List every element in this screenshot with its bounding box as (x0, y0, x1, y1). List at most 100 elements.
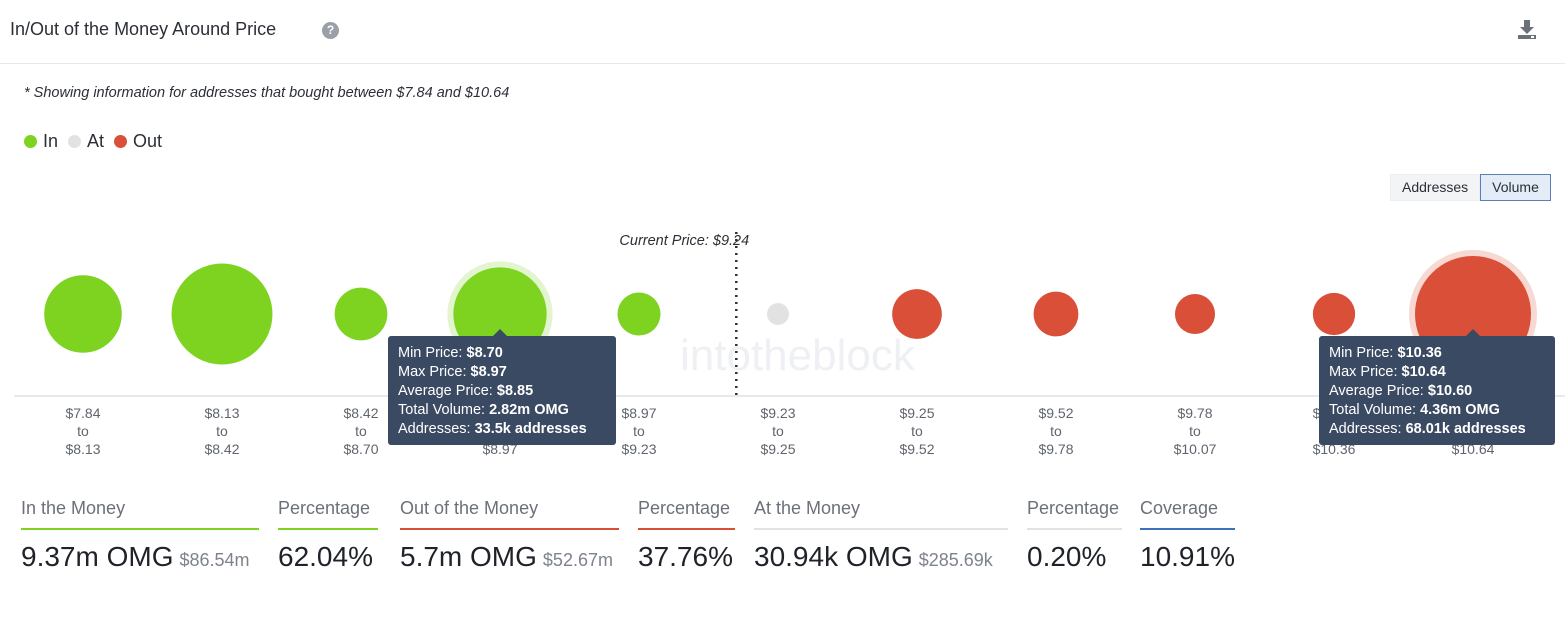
stat-label: At the Money (754, 498, 861, 518)
metric-toggle: Addresses Volume (1390, 174, 1551, 201)
tooltip-row-max: Max Price: $10.64 (1329, 364, 1446, 380)
tooltip-row-max: Max Price: $8.97 (398, 364, 507, 380)
stat-sub: $52.67m (542, 550, 613, 570)
tick-label-to: $10.07 (1174, 441, 1217, 457)
stat-rule (278, 528, 378, 530)
tooltip-row-avg: Average Price: $10.60 (1329, 383, 1473, 399)
tooltip-arrow (1466, 329, 1480, 336)
stat-rule (638, 528, 735, 530)
stat-in-the-money: In the Money 9.37m OMG $86.54m (21, 498, 259, 573)
tick-label-to: $9.23 (621, 441, 656, 457)
summary-stats: In the Money 9.37m OMG $86.54m Percentage… (0, 498, 1565, 588)
tick-label-from: $9.23 (760, 405, 795, 421)
bubble-tooltip: Min Price: $8.70 Max Price: $8.97 Averag… (388, 329, 616, 445)
tick-label-to-word: to (355, 423, 367, 439)
tick-label-to: $9.78 (1038, 441, 1073, 457)
tick-label-to: $9.52 (899, 441, 934, 457)
stat-label: Out of the Money (400, 498, 539, 518)
bubble-in[interactable] (171, 263, 273, 365)
stat-label: Coverage (1140, 498, 1219, 518)
legend-label-out: Out (133, 130, 163, 151)
stat-value: 10.91% (1140, 541, 1235, 572)
legend-item-out[interactable]: Out (114, 131, 162, 152)
chart-legend: In At Out (24, 130, 172, 152)
tick-label-from: $9.52 (1038, 405, 1073, 421)
tick-label-to: $8.97 (482, 441, 517, 457)
bubble-out[interactable] (892, 289, 942, 339)
stat-sub: $285.69k (918, 550, 993, 570)
stat-value: 0.20% (1027, 541, 1107, 572)
tick-label-to-word: to (772, 423, 784, 439)
stat-out-of-the-money: Out of the Money 5.7m OMG $52.67m (400, 498, 619, 573)
stat-rule (21, 528, 259, 530)
legend-item-in[interactable]: In (24, 131, 58, 152)
legend-dot-in (24, 134, 37, 148)
tick-label-to-word: to (216, 423, 228, 439)
watermark: intotheblock (680, 331, 916, 380)
bubble-in[interactable] (617, 292, 661, 336)
legend-label-in: In (43, 130, 59, 151)
stat-value: 62.04% (278, 541, 373, 572)
tick-label-from: $8.13 (204, 405, 239, 421)
stat-sub: $86.54m (179, 550, 250, 570)
volume-button[interactable]: Volume (1480, 174, 1551, 201)
bubble-out[interactable] (1033, 291, 1079, 337)
legend-dot-at (68, 134, 82, 148)
bubble-out[interactable] (1174, 293, 1216, 335)
bubble-out[interactable] (1312, 292, 1356, 336)
tick-label-to: $9.25 (760, 441, 795, 457)
stat-label: Percentage (278, 498, 371, 518)
tick-label-to-word: to (911, 423, 923, 439)
range-note: * Showing information for addresses that… (24, 85, 510, 101)
tick-label-to-word: to (1189, 423, 1201, 439)
tooltip-row-volume: Total Volume: 2.82m OMG (398, 402, 569, 418)
tick-label-to-word: to (1050, 423, 1062, 439)
tick-label-from: $9.25 (899, 405, 934, 421)
stat-label: Percentage (1027, 498, 1120, 518)
stat-coverage: Coverage 10.91% (1140, 498, 1235, 573)
tick-label-to-word: to (633, 423, 645, 439)
addresses-button[interactable]: Addresses (1390, 174, 1481, 201)
card-header: In/Out of the Money Around Price ? (0, 0, 1565, 64)
bubble-at[interactable] (767, 303, 789, 325)
tick-label-from: $8.97 (621, 405, 656, 421)
current-price-label: Current Price: $9.24 (619, 233, 749, 249)
stat-rule (1140, 528, 1235, 530)
tooltip-row-min: Min Price: $10.36 (1329, 345, 1442, 361)
stat-label: Percentage (638, 498, 731, 518)
stat-label: In the Money (21, 498, 126, 518)
bubble-tooltip: Min Price: $10.36 Max Price: $10.64 Aver… (1319, 329, 1555, 445)
tooltip-row-volume: Total Volume: 4.36m OMG (1329, 402, 1500, 418)
stat-rule (1027, 528, 1122, 530)
tooltip-row-addresses: Addresses: 68.01k addresses (1329, 421, 1526, 437)
stat-at-the-money: At the Money 30.94k OMG $285.69k (754, 498, 1008, 573)
tick-label-from: $9.78 (1177, 405, 1212, 421)
bubble-in[interactable] (44, 275, 122, 353)
stat-rule (400, 528, 619, 530)
stat-value: 9.37m OMG $86.54m (21, 541, 250, 572)
stat-at-percentage: Percentage 0.20% (1027, 498, 1122, 573)
tick-label-from: $8.42 (343, 405, 378, 421)
tick-label-to: $10.36 (1313, 441, 1356, 457)
tick-label-to: $10.64 (1452, 441, 1495, 457)
help-circle-icon[interactable]: ? (322, 22, 339, 39)
tooltip-row-min: Min Price: $8.70 (398, 345, 503, 361)
legend-dot-out (114, 134, 128, 148)
stat-out-percentage: Percentage 37.76% (638, 498, 735, 573)
page-title: In/Out of the Money Around Price (10, 19, 277, 39)
stat-value: 5.7m OMG $52.67m (400, 541, 613, 572)
tooltip-row-addresses: Addresses: 33.5k addresses (398, 421, 587, 437)
tooltip-arrow (493, 329, 507, 336)
legend-label-at: At (87, 130, 105, 151)
stat-value: 30.94k OMG $285.69k (754, 541, 993, 572)
stat-rule (754, 528, 1008, 530)
stat-in-percentage: Percentage 62.04% (278, 498, 378, 573)
legend-item-at[interactable]: At (68, 131, 104, 152)
stat-value: 37.76% (638, 541, 733, 572)
tooltip-row-avg: Average Price: $8.85 (398, 383, 534, 399)
tick-label-to: $8.13 (65, 441, 100, 457)
download-icon[interactable] (1516, 18, 1538, 40)
bubble-in[interactable] (334, 287, 388, 341)
tick-label-to: $8.42 (204, 441, 239, 457)
tick-label-to: $8.70 (343, 441, 378, 457)
